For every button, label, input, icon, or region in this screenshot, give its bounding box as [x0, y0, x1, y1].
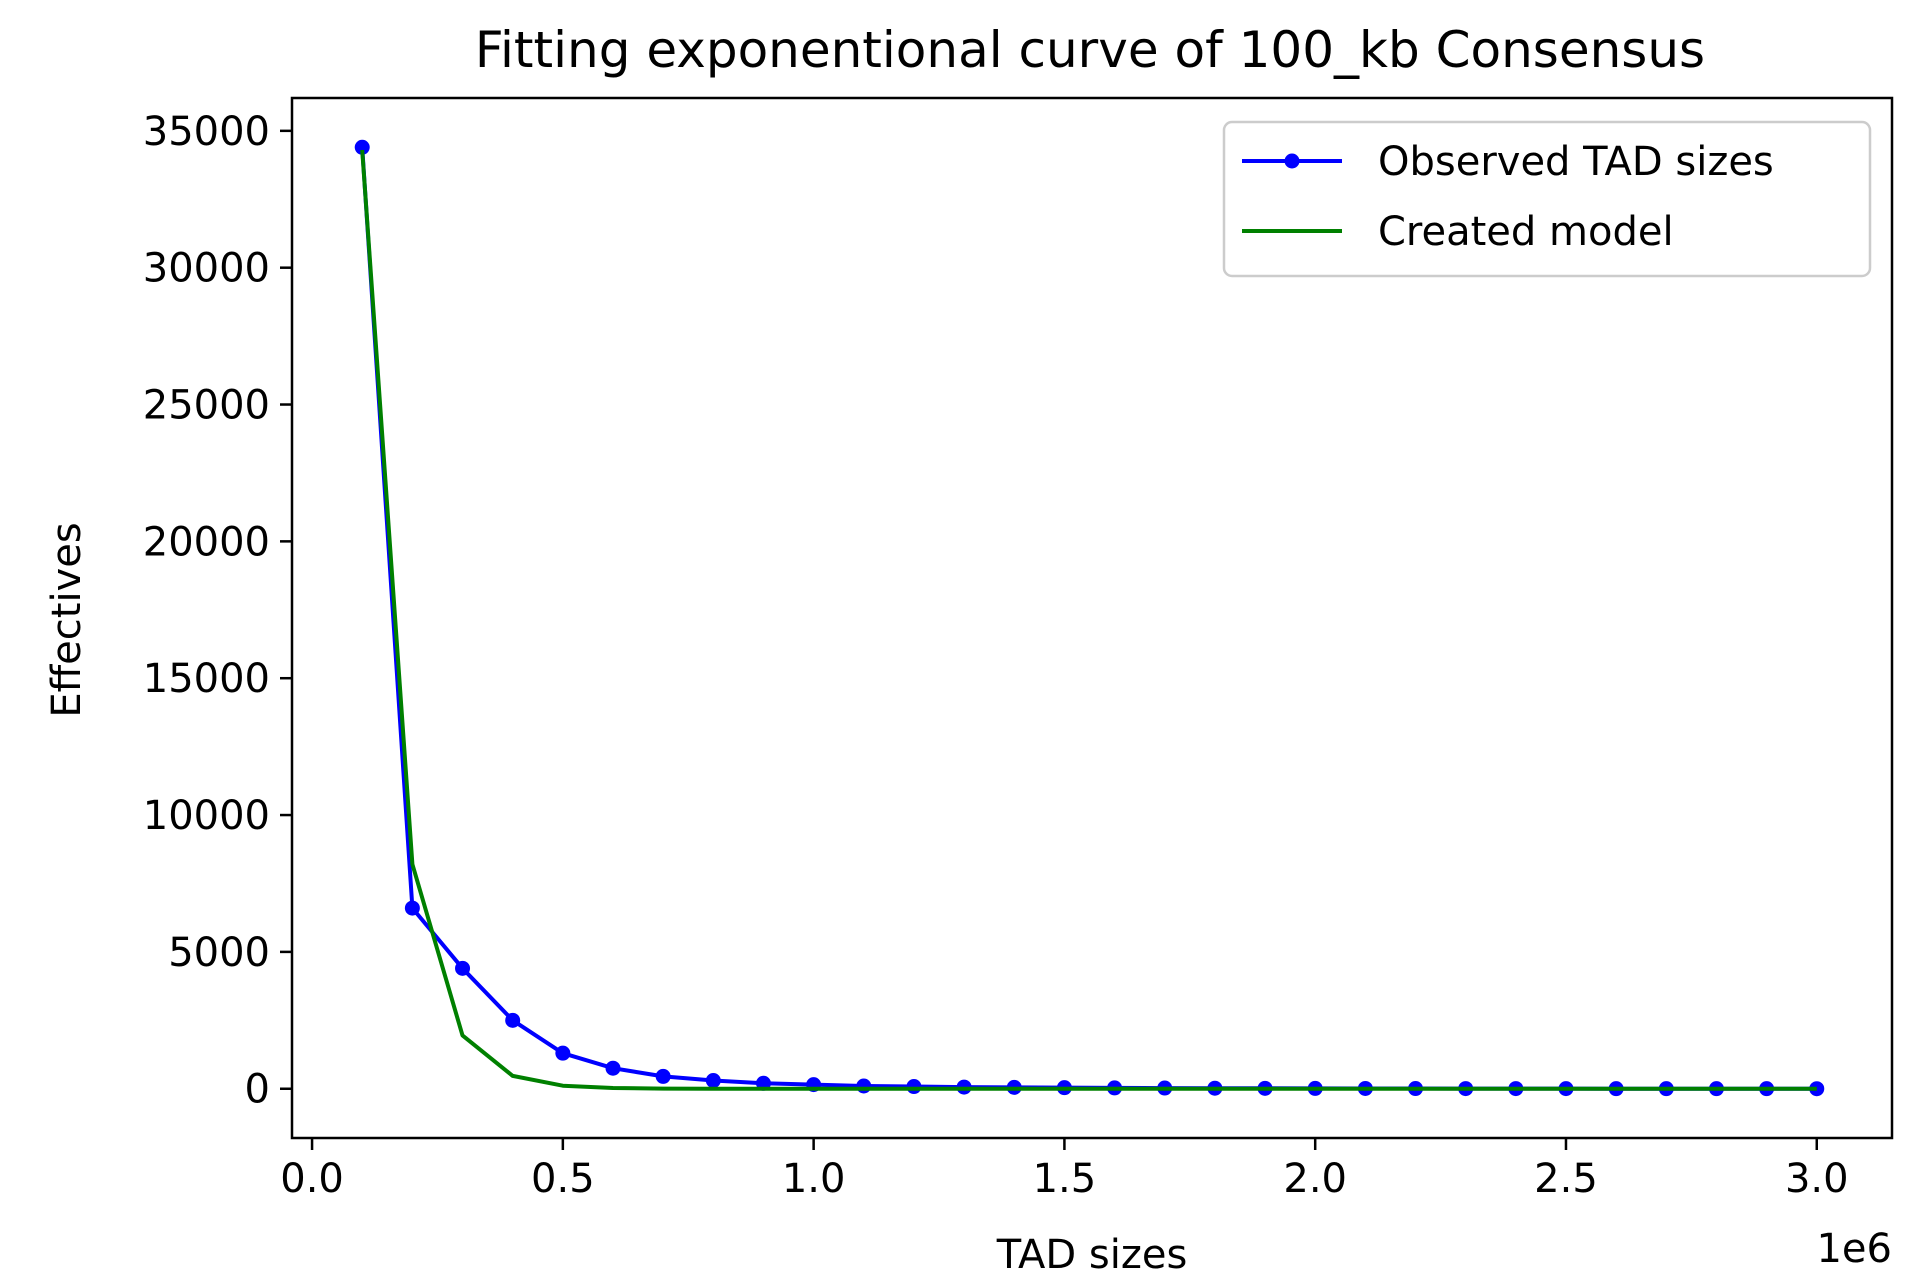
x-axis-title: TAD sizes — [996, 1232, 1188, 1278]
x-tick-label: 0.0 — [280, 1156, 344, 1202]
y-tick-label: 30000 — [143, 246, 270, 292]
legend-marker-observed — [1284, 153, 1300, 169]
plot-frame — [290, 96, 1894, 1140]
data-point-observed — [605, 1060, 621, 1076]
chart-title: Fitting exponentional curve of 100_kb Co… — [475, 21, 1705, 79]
y-tick-label: 20000 — [143, 519, 270, 565]
x-tick-label: 0.5 — [531, 1156, 595, 1202]
y-tick-label: 35000 — [143, 109, 270, 155]
x-tick-label: 1.5 — [1033, 1156, 1097, 1202]
y-tick-label: 0 — [245, 1067, 270, 1113]
data-point-observed — [455, 960, 471, 976]
x-tick-label: 2.5 — [1534, 1156, 1598, 1202]
data-point-observed — [354, 139, 370, 155]
x-tick-label: 3.0 — [1785, 1156, 1849, 1202]
plot-series — [354, 139, 1825, 1097]
y-tick-label: 15000 — [143, 656, 270, 702]
y-tick-label: 25000 — [143, 383, 270, 429]
data-point-observed — [856, 1078, 872, 1094]
data-point-observed — [906, 1079, 922, 1095]
data-point-observed — [555, 1045, 571, 1061]
x-axis-offset-text: 1e6 — [1816, 1226, 1892, 1272]
data-point-observed — [505, 1012, 521, 1028]
y-tick-label: 5000 — [168, 930, 270, 976]
y-axis-title: Effectives — [44, 522, 90, 717]
x-tick-label: 1.0 — [782, 1156, 846, 1202]
data-point-observed — [705, 1073, 721, 1089]
x-axis: 0.0 0.5 1.0 1.5 2.0 2.5 3.0 — [280, 1138, 1849, 1202]
legend-label-observed: Observed TAD sizes — [1378, 139, 1774, 185]
legend-box — [1222, 120, 1872, 278]
data-point-observed — [404, 900, 420, 916]
legend-label-model: Created model — [1378, 209, 1674, 255]
series-line-model — [360, 149, 1817, 1091]
data-point-observed — [655, 1068, 671, 1084]
x-tick-label: 2.0 — [1283, 1156, 1347, 1202]
legend: Observed TAD sizes Created model — [1222, 120, 1872, 278]
y-axis: 0 5000 10000 15000 20000 25000 30000 35000 — [143, 109, 292, 1113]
y-tick-label: 10000 — [143, 793, 270, 839]
